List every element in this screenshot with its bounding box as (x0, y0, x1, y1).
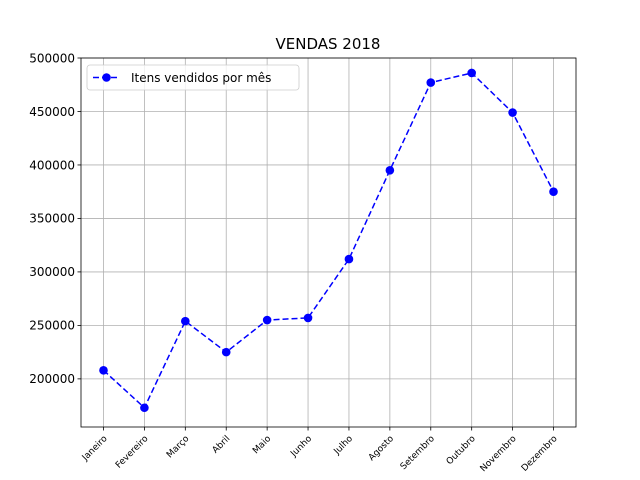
data-point-julho (344, 254, 354, 264)
y-tick-label: 300000 (29, 265, 75, 279)
series-line (102, 72, 555, 409)
y-tick-label: 450000 (29, 105, 75, 119)
legend-frame (86, 64, 300, 91)
grid (81, 57, 576, 427)
legend-marker-swatch (102, 73, 111, 82)
chart-title: VENDAS 2018 (276, 35, 381, 53)
series-layer (99, 68, 558, 413)
data-point-outubro (467, 68, 476, 78)
y-tick-label: 350000 (29, 212, 75, 226)
legend-label: Itens vendidos por mês (131, 71, 271, 85)
y-tick-label: 250000 (29, 319, 75, 333)
y-axis: 200000 250000 300000 350000 400000 450000 5000… (29, 51, 81, 386)
data-point-fevereiro (140, 403, 149, 413)
y-tick-label: 400000 (29, 158, 75, 172)
data-point-dezembro (549, 187, 558, 196)
data-point-novembro (508, 108, 517, 117)
legend: Itens vendidos por mês (86, 64, 300, 91)
plot-frame (80, 57, 577, 428)
data-point-agosto (385, 166, 395, 175)
data-point-setembro (426, 78, 436, 87)
data-point-maio (262, 315, 272, 325)
y-tick-label: 200000 (29, 372, 75, 386)
data-point-abril (221, 347, 231, 357)
data-point-março (181, 316, 190, 326)
y-tick-label: 500000 (29, 51, 75, 65)
data-point-junho (303, 313, 313, 323)
data-point-janeiro (99, 366, 108, 375)
